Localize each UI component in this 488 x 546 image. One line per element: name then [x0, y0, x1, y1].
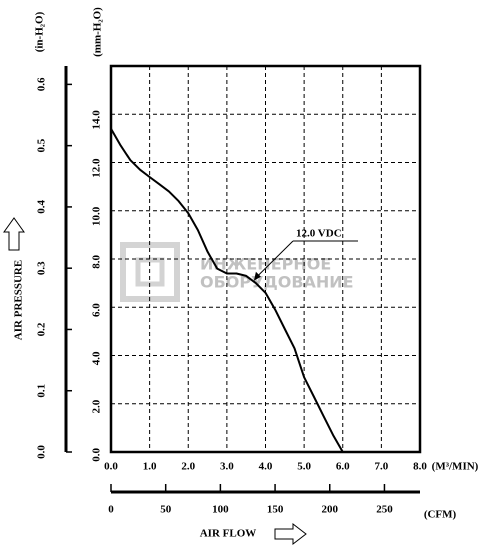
x-tick-label: 8.0 — [413, 461, 427, 473]
x2-tick-label: 50 — [160, 504, 172, 516]
y2-tick-label: 0.3 — [36, 261, 48, 275]
x-axis-title: AIR FLOW — [200, 528, 257, 540]
x2-tick-label: 100 — [212, 504, 229, 516]
y-tick-label: 4.0 — [91, 351, 103, 365]
y2-tick-label: 0.6 — [36, 77, 48, 91]
x-tick-label: 3.0 — [220, 461, 234, 473]
x2-tick-label: 0 — [108, 504, 114, 516]
series-label: 12.0 VDC — [296, 228, 342, 240]
x2-unit: (CFM) — [424, 509, 457, 521]
y2-tick-label: 0.1 — [36, 384, 48, 398]
y2-unit: (in-H₂O) — [34, 11, 46, 52]
y2-tick-label: 0.4 — [36, 200, 48, 214]
x-tick-label: 7.0 — [375, 461, 389, 473]
x-tick-label: 4.0 — [259, 461, 273, 473]
x-tick-label: 5.0 — [297, 461, 311, 473]
x2-tick-label: 250 — [376, 504, 393, 516]
y-tick-label: 2.0 — [91, 399, 103, 413]
y-tick-label: 8.0 — [91, 255, 103, 269]
leader-line — [256, 240, 294, 278]
x2-tick-label: 150 — [267, 504, 284, 516]
y2-tick-label: 0.0 — [36, 445, 48, 459]
y-tick-label: 12.0 — [91, 158, 103, 178]
x-tick-label: 2.0 — [181, 461, 195, 473]
arrow-icon — [274, 522, 307, 546]
plot-frame — [109, 64, 422, 454]
x-tick-label: 6.0 — [336, 461, 350, 473]
y-tick-label: 6.0 — [91, 303, 103, 317]
watermark: ОБОРУДОВАНИЕ — [200, 273, 354, 292]
y-axis-title: AIR PRESSURE — [13, 260, 25, 340]
y2-tick-label: 0.5 — [36, 138, 48, 152]
y2-tick-label: 0.2 — [36, 322, 48, 336]
x-tick-label: 0.0 — [104, 461, 118, 473]
arrow-head — [253, 271, 261, 281]
y-unit: (mm-H₂O) — [92, 7, 104, 57]
x-unit: (M³/MIN) — [432, 461, 479, 473]
series-line — [110, 128, 344, 453]
y-tick-label: 10.0 — [91, 206, 103, 226]
arrow-icon — [3, 217, 25, 251]
y-tick-label: 14.0 — [91, 110, 103, 130]
x2-tick-label: 200 — [322, 504, 339, 516]
y-tick-label: 0.0 — [91, 448, 103, 462]
x-tick-label: 1.0 — [143, 461, 157, 473]
